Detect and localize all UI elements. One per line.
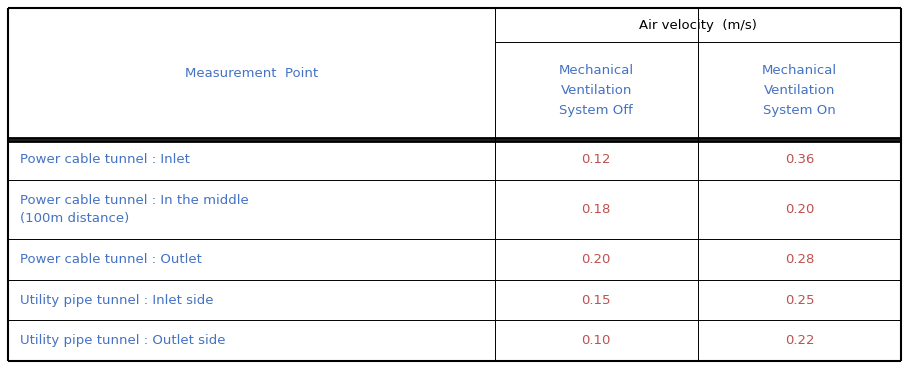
Text: Utility pipe tunnel : Outlet side: Utility pipe tunnel : Outlet side [20, 334, 225, 347]
Text: 0.18: 0.18 [582, 203, 611, 216]
Text: 0.28: 0.28 [784, 253, 814, 266]
Text: Mechanical
Ventilation
System Off: Mechanical Ventilation System Off [559, 64, 634, 117]
Text: Utility pipe tunnel : Inlet side: Utility pipe tunnel : Inlet side [20, 293, 214, 307]
Text: 0.20: 0.20 [784, 203, 814, 216]
Text: Power cable tunnel : Outlet: Power cable tunnel : Outlet [20, 253, 202, 266]
Text: 0.36: 0.36 [784, 153, 814, 166]
Text: Measurement  Point: Measurement Point [185, 67, 318, 80]
Text: 0.15: 0.15 [582, 293, 611, 307]
Text: Mechanical
Ventilation
System On: Mechanical Ventilation System On [762, 64, 837, 117]
Text: Power cable tunnel : Inlet: Power cable tunnel : Inlet [20, 153, 190, 166]
Text: 0.20: 0.20 [582, 253, 611, 266]
Text: 0.22: 0.22 [784, 334, 814, 347]
Text: 0.12: 0.12 [582, 153, 611, 166]
Text: Power cable tunnel : In the middle
(100m distance): Power cable tunnel : In the middle (100m… [20, 194, 249, 225]
Text: 0.25: 0.25 [784, 293, 814, 307]
Text: 0.10: 0.10 [582, 334, 611, 347]
Text: Air velocity  (m/s): Air velocity (m/s) [639, 18, 757, 32]
